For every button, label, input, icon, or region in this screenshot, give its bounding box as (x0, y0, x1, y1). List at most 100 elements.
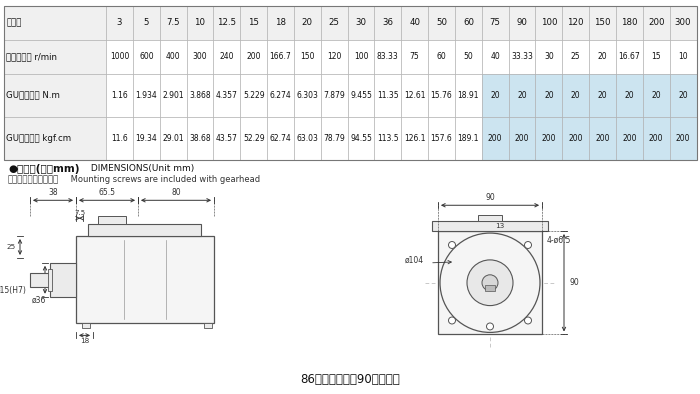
Bar (160, 117, 187, 160)
Text: ø15(H7): ø15(H7) (0, 286, 27, 295)
Text: 输出轴转速 r/min: 输出轴转速 r/min (6, 52, 57, 61)
Bar (562, 6, 589, 40)
Bar (348, 40, 374, 74)
Bar (48, 269, 52, 291)
Text: 126.1: 126.1 (404, 134, 426, 143)
Text: 12.61: 12.61 (404, 91, 426, 100)
Text: 20: 20 (517, 91, 527, 100)
Text: 52.29: 52.29 (243, 134, 265, 143)
Text: 20: 20 (598, 91, 608, 100)
Circle shape (524, 317, 531, 324)
Bar (509, 40, 536, 74)
Text: 7.5: 7.5 (74, 210, 85, 216)
Text: 1.934: 1.934 (135, 91, 158, 100)
Text: GU允许力矩 N.m: GU允许力矩 N.m (6, 91, 60, 100)
Bar (670, 117, 696, 160)
Text: 189.1: 189.1 (458, 134, 479, 143)
Text: 5.229: 5.229 (243, 91, 265, 100)
Bar (321, 40, 348, 74)
Bar (562, 117, 589, 160)
Text: 10: 10 (195, 18, 206, 27)
Text: 166.7: 166.7 (270, 52, 291, 61)
Bar (401, 40, 428, 74)
Bar (240, 117, 267, 160)
Bar (187, 6, 214, 40)
Bar (643, 74, 670, 117)
Bar (589, 6, 616, 40)
Text: 18: 18 (275, 18, 286, 27)
Bar (374, 74, 401, 117)
Bar (482, 117, 509, 160)
Text: 5: 5 (144, 18, 149, 27)
Bar (589, 117, 616, 160)
Text: 94.55: 94.55 (350, 134, 372, 143)
Text: 减速比: 减速比 (6, 18, 22, 27)
Bar (482, 74, 509, 117)
Bar (240, 40, 267, 74)
Bar (240, 6, 267, 40)
Bar (438, 231, 542, 335)
Bar (204, 323, 212, 329)
Text: 120: 120 (568, 18, 584, 27)
Bar (455, 6, 482, 40)
Bar (214, 74, 240, 117)
Bar (214, 40, 240, 74)
Text: 180: 180 (621, 18, 638, 27)
Bar (562, 74, 589, 117)
Bar (670, 6, 696, 40)
Text: 200: 200 (622, 134, 637, 143)
Text: GU允许力矩 kgf.cm: GU允许力矩 kgf.cm (6, 134, 71, 143)
Text: 15: 15 (248, 18, 259, 27)
Text: 75: 75 (410, 52, 419, 61)
Bar (294, 6, 321, 40)
Text: 200: 200 (568, 134, 583, 143)
Bar (643, 40, 670, 74)
Bar (267, 6, 294, 40)
Text: 100: 100 (354, 52, 368, 61)
Text: 25: 25 (7, 244, 16, 250)
Circle shape (467, 260, 513, 306)
Text: 157.6: 157.6 (430, 134, 452, 143)
Bar (160, 74, 187, 117)
Bar (294, 74, 321, 117)
Text: 200: 200 (488, 134, 503, 143)
Text: 75: 75 (490, 18, 500, 27)
Text: 7.5: 7.5 (167, 18, 180, 27)
Text: 20: 20 (678, 91, 688, 100)
Bar (133, 117, 160, 160)
Text: 20: 20 (571, 91, 580, 100)
Bar (536, 74, 562, 117)
Text: 1.16: 1.16 (111, 91, 128, 100)
Bar (214, 6, 240, 40)
Bar (643, 117, 670, 160)
Text: 16.67: 16.67 (619, 52, 640, 61)
Bar (4, 74, 106, 117)
Text: 20: 20 (652, 91, 661, 100)
Text: 113.5: 113.5 (377, 134, 399, 143)
Bar (536, 117, 562, 160)
Bar (76, 236, 214, 323)
Text: 80: 80 (172, 188, 181, 197)
Bar (267, 74, 294, 117)
Text: 2.901: 2.901 (162, 91, 184, 100)
Bar (509, 117, 536, 160)
Text: 15: 15 (652, 52, 661, 61)
Bar (428, 6, 455, 40)
Text: 200: 200 (648, 18, 664, 27)
Bar (321, 6, 348, 40)
Bar (267, 117, 294, 160)
Text: 200: 200 (676, 134, 690, 143)
Bar (428, 74, 455, 117)
Circle shape (482, 275, 498, 291)
Bar (160, 6, 187, 40)
Text: 20: 20 (598, 52, 608, 61)
Text: 25: 25 (571, 52, 580, 61)
Text: 29.01: 29.01 (162, 134, 184, 143)
Bar (643, 6, 670, 40)
Text: 200: 200 (595, 134, 610, 143)
Text: 120: 120 (327, 52, 342, 61)
Bar (106, 40, 133, 74)
Bar (133, 74, 160, 117)
Text: 10: 10 (678, 52, 688, 61)
Text: 150: 150 (594, 18, 611, 27)
